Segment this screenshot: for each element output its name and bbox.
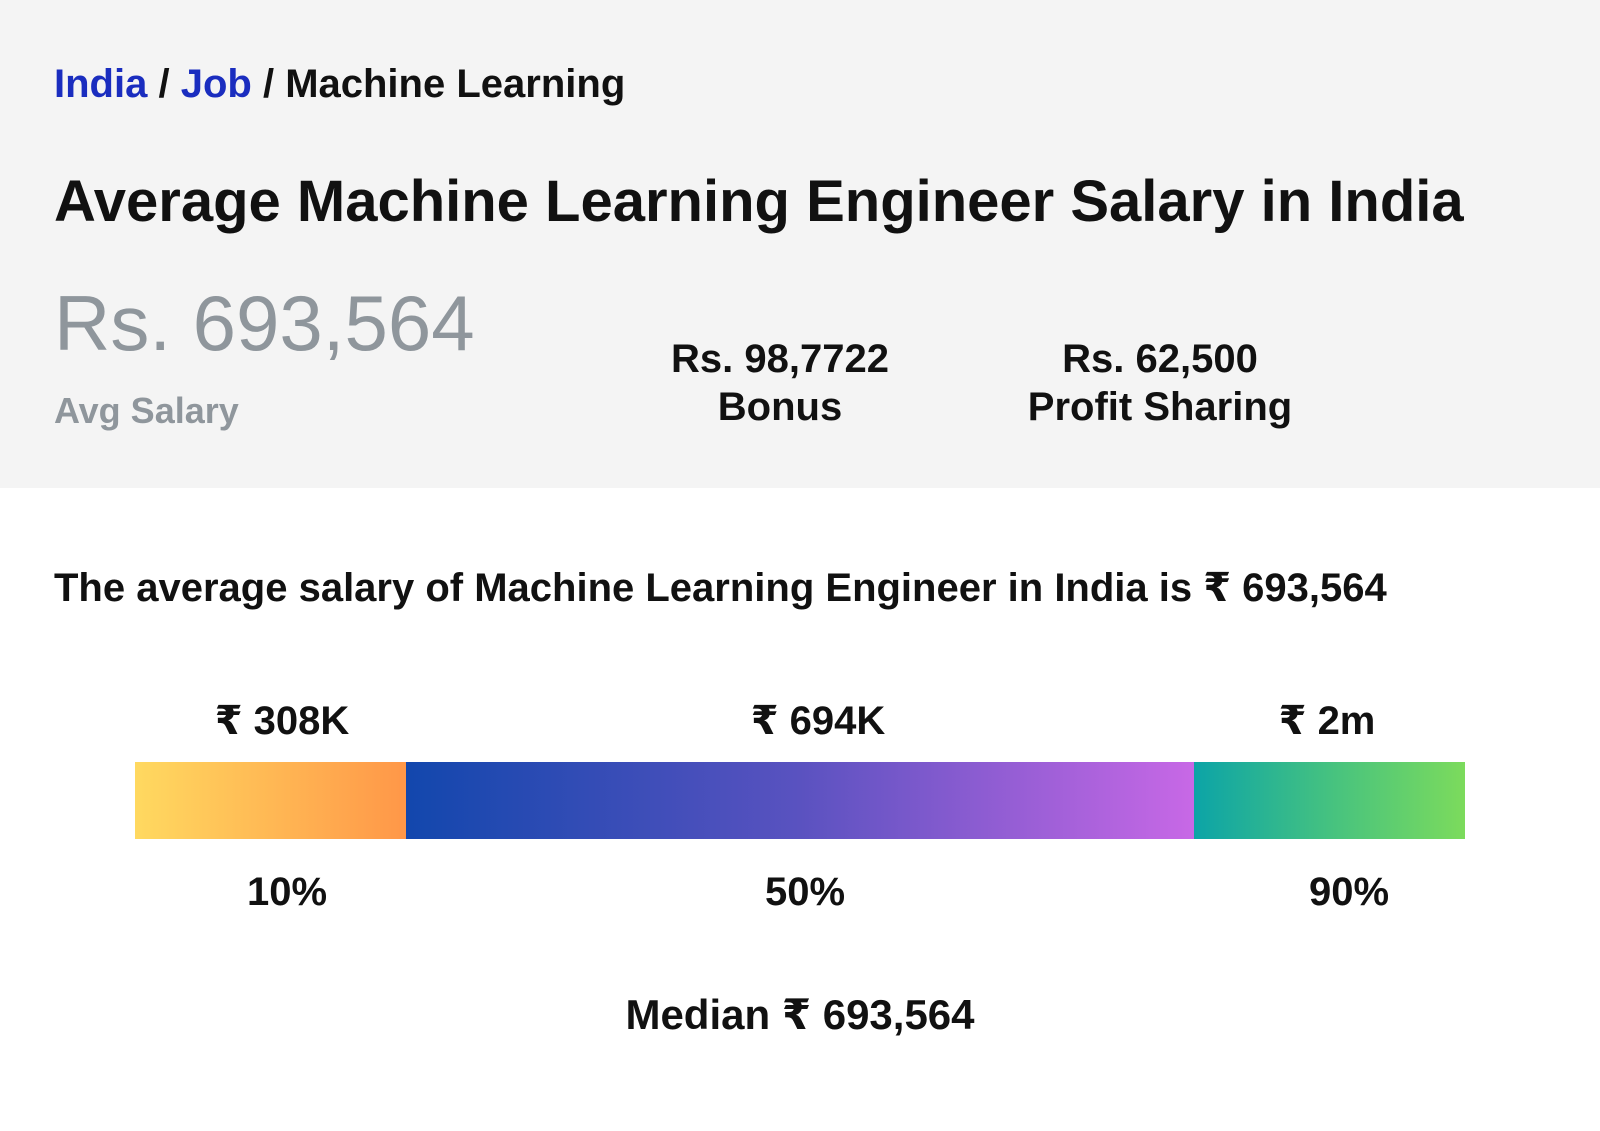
- avg-salary-label: Avg Salary: [54, 390, 239, 431]
- breadcrumb-separator: /: [158, 62, 181, 106]
- bonus-label: Bonus: [717, 385, 843, 429]
- range-segment-mid: [406, 762, 1194, 839]
- breadcrumb-link-india[interactable]: India: [54, 62, 148, 106]
- bonus-value: Rs. 98,7722: [671, 337, 889, 381]
- salary-header: India / Job / Machine Learning Average M…: [0, 0, 1600, 488]
- page-title: Average Machine Learning Engineer Salary…: [54, 169, 1464, 234]
- range-amount-50th: ₹ 694K: [750, 699, 886, 743]
- profit-sharing-stat: Rs. 62,500 Profit Sharing: [1010, 335, 1310, 431]
- breadcrumb: India / Job / Machine Learning: [54, 62, 625, 107]
- range-amount-10th: ₹ 308K: [214, 699, 350, 743]
- range-percentile-10: 10%: [246, 870, 328, 914]
- profit-sharing-label: Profit Sharing: [1027, 385, 1293, 429]
- range-amount-90th: ₹ 2m: [1278, 699, 1376, 743]
- median-salary: Median ₹ 693,564: [625, 991, 975, 1038]
- range-percentile-50: 50%: [764, 870, 846, 914]
- breadcrumb-separator: /: [262, 62, 286, 106]
- salary-range-bar: [135, 762, 1465, 839]
- breadcrumb-link-job[interactable]: Job: [180, 62, 252, 106]
- range-segment-low: [135, 762, 407, 839]
- profit-sharing-value: Rs. 62,500: [1062, 337, 1258, 381]
- range-segment-high: [1193, 762, 1465, 839]
- breadcrumb-current: Machine Learning: [285, 62, 626, 106]
- bonus-stat: Rs. 98,7722 Bonus: [640, 335, 920, 431]
- range-percentile-90: 90%: [1308, 870, 1390, 914]
- salary-summary: The average salary of Machine Learning E…: [54, 566, 1387, 610]
- avg-salary-value: Rs. 693,564: [54, 279, 475, 367]
